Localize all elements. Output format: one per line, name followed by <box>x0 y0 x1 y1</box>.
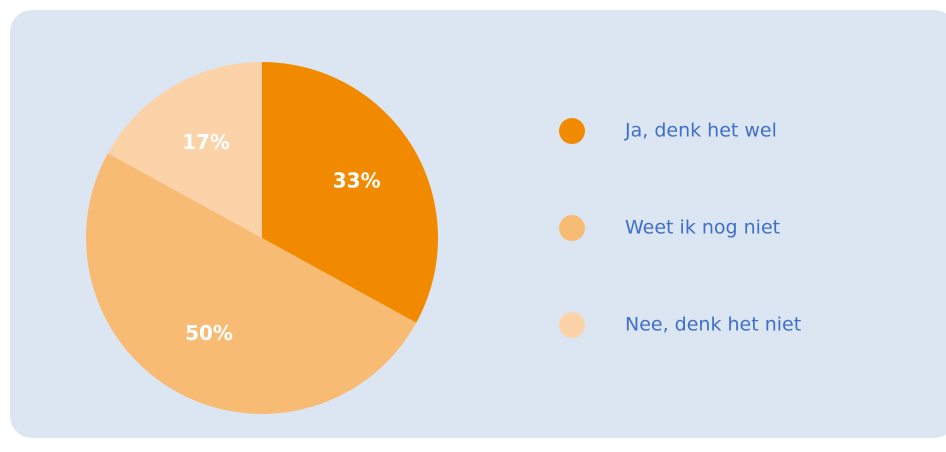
data-label: 50% <box>185 321 233 345</box>
legend-swatch <box>559 215 585 241</box>
legend-label: Weet ik nog niet <box>625 217 780 239</box>
pie-slice <box>262 62 438 323</box>
pie-slice <box>86 153 417 414</box>
legend-swatch <box>559 118 585 144</box>
pie-slice <box>107 62 263 238</box>
data-label: 17% <box>182 130 230 154</box>
data-label: 33% <box>333 169 381 193</box>
legend-label: Nee, denk het niet <box>625 314 801 336</box>
legend-swatch <box>559 312 585 338</box>
legend-label: Ja, denk het wel <box>624 120 777 142</box>
